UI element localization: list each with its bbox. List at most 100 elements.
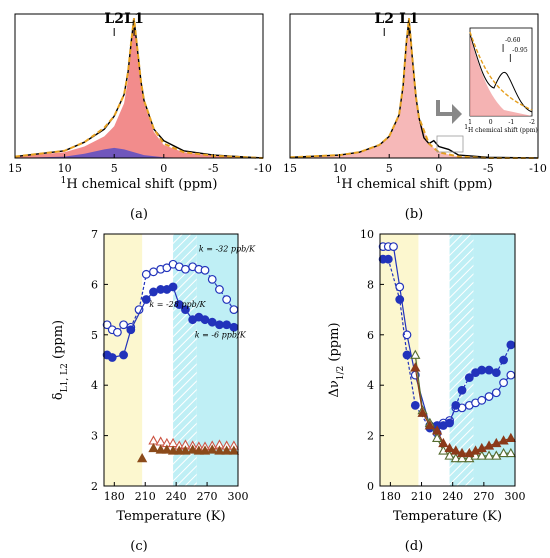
x-tick-label: 5	[386, 162, 393, 175]
x-tick-label: -10	[254, 162, 272, 175]
y-tick-label: 2	[367, 430, 374, 443]
data-point	[181, 264, 190, 274]
peak-label-l2: L2	[104, 11, 124, 27]
x-tick-label: 10	[58, 162, 72, 175]
data-point	[444, 450, 455, 460]
data-point	[228, 445, 240, 455]
inset-peak-label: -0.60	[505, 37, 521, 44]
data-point	[445, 418, 454, 428]
data-point	[464, 452, 475, 463]
y-tick-label: 6	[91, 278, 98, 291]
x-tick-label: 0	[160, 162, 167, 175]
data-point	[174, 445, 185, 455]
series-fit-line	[14, 18, 264, 159]
data-point	[484, 365, 494, 375]
data-point	[477, 365, 487, 375]
peak-label-l1: L1	[399, 11, 419, 27]
data-point	[476, 450, 487, 460]
data-point	[491, 368, 501, 378]
data-point	[207, 444, 218, 454]
data-point	[395, 295, 405, 304]
inset-x-tick-label: 1	[468, 119, 472, 126]
y-tick-label: 6	[367, 329, 374, 342]
x-axis-label: Temperature (K)	[116, 509, 225, 524]
data-point	[470, 450, 481, 460]
y-tick-label: 8	[367, 278, 374, 291]
series-l2-area	[15, 147, 263, 158]
data-point	[180, 445, 191, 455]
x-tick-label: 15	[283, 162, 297, 175]
data-point	[141, 269, 151, 279]
inset-x-axis-label-superscript: 1	[464, 124, 468, 131]
plot-frame	[14, 13, 264, 159]
y-axis-label-unit: (ppm)	[327, 322, 342, 365]
data-point	[389, 242, 398, 252]
data-point	[229, 305, 239, 315]
data-point	[402, 330, 412, 340]
data-point	[477, 395, 487, 405]
data-point	[200, 315, 210, 325]
panel-caption: (d)	[405, 539, 423, 554]
data-point	[499, 355, 508, 365]
x-tick-label: -5	[483, 162, 494, 175]
peak-label-l1: L1	[124, 11, 144, 27]
series-l1-area	[290, 18, 538, 158]
y-axis-label: δL1, L2 (ppm)	[51, 320, 70, 400]
inset-peak-label: -0.95	[512, 47, 528, 54]
data-point	[149, 287, 158, 297]
x-tick-label: 240	[166, 490, 187, 503]
data-point	[148, 435, 159, 445]
inset-x-tick-label: -2	[529, 119, 535, 126]
y-tick-label: 2	[91, 480, 98, 493]
data-point	[417, 407, 428, 417]
data-point	[402, 350, 412, 360]
x-axis-label: 1H chemical shift (ppm)	[61, 176, 218, 192]
panel-caption: (a)	[130, 207, 148, 222]
data-point	[456, 447, 468, 458]
x-tick-label: 240	[442, 490, 463, 503]
region-band	[449, 234, 474, 486]
data-point	[505, 447, 516, 458]
x-tick-label: -5	[208, 162, 219, 175]
series-fit-line	[289, 18, 538, 159]
data-point	[451, 400, 461, 410]
y-tick-label: 7	[91, 228, 98, 241]
data-point	[207, 317, 217, 327]
x-tick-label: 0	[435, 162, 442, 175]
data-point	[498, 447, 509, 458]
data-point	[464, 447, 475, 458]
chart-c: k = -32 ppb/K k = -28 ppb/K k = -6 ppb/K 18…	[51, 228, 256, 554]
plot-frame	[379, 233, 516, 487]
data-point	[215, 285, 224, 294]
y-tick-label: 10	[360, 228, 374, 241]
data-point	[410, 362, 421, 372]
plot-frame	[103, 233, 239, 487]
data-point	[215, 320, 224, 330]
inset-l1-area	[470, 36, 532, 116]
data-point	[456, 452, 468, 463]
y-axis-label-symbol: Δν	[327, 380, 342, 397]
data-point	[464, 373, 474, 383]
inset-experimental-line	[469, 33, 533, 113]
series-line	[383, 258, 512, 429]
chart-a: L2 L1 15 10 5 0 -5 -10 1H chemical shift (ppm) (a…	[8, 11, 272, 222]
y-axis-label: Δν1/2 (ppm)	[327, 322, 346, 397]
data-point	[424, 420, 435, 430]
data-point	[450, 452, 461, 463]
data-point	[214, 445, 225, 455]
data-point	[141, 295, 151, 304]
data-point	[491, 437, 502, 448]
inset-x-tick-label: 0	[489, 119, 493, 126]
region-band	[173, 234, 197, 486]
y-axis-label-subscript: 1/2	[336, 366, 346, 380]
inset-plot: -0.60-0.951 0 -1 -21H chemical shift (ppm)	[464, 27, 538, 134]
data-point	[491, 388, 501, 398]
data-point	[181, 305, 190, 315]
x-axis-label-text: Temperature (K)	[116, 509, 225, 524]
x-tick-label: 300	[505, 490, 526, 503]
series-l1-area	[15, 21, 263, 159]
inset-x-axis-label-text: H chemical shift (ppm)	[468, 127, 538, 134]
data-point	[438, 437, 449, 448]
data-point	[506, 340, 516, 350]
